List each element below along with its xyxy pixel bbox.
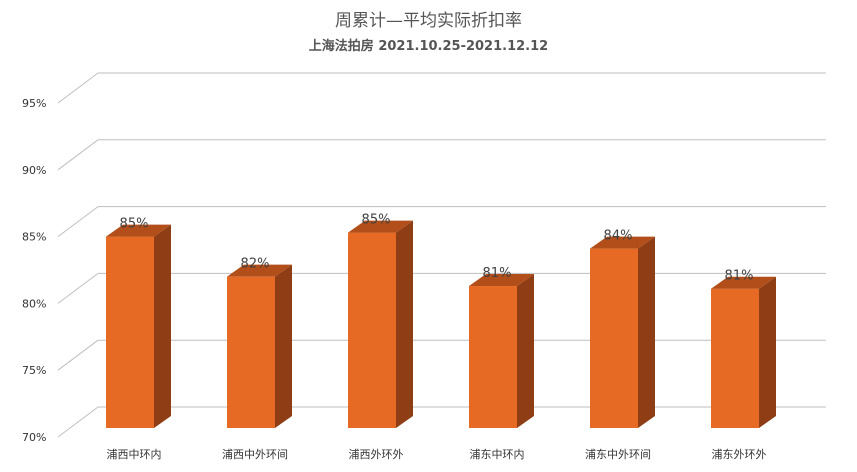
bar-side [154, 224, 171, 428]
bar-side [759, 276, 776, 428]
gridline-side [57, 206, 99, 238]
bar [590, 248, 638, 428]
bar [711, 288, 759, 428]
category-label: 浦东中环内 [470, 447, 525, 461]
data-label: 85% [362, 213, 391, 228]
gridline-side [57, 339, 99, 371]
bar [227, 276, 275, 428]
data-label: 82% [241, 257, 270, 272]
gridline-side [57, 139, 99, 171]
category-label: 浦东外环外 [712, 448, 767, 461]
chart-title: 周累计—平均实际折扣率 [335, 11, 522, 31]
data-label: 84% [604, 229, 633, 244]
category-label: 浦西中外环间 [222, 448, 288, 461]
bar-top [590, 236, 655, 249]
bar-side [275, 264, 292, 428]
bar [106, 236, 154, 428]
y-tick-label: 75% [22, 364, 46, 377]
gridline-side [57, 272, 99, 304]
y-tick-label: 70% [22, 431, 46, 444]
bar-top [227, 264, 292, 277]
category-label: 浦西中环内 [107, 447, 162, 461]
bar [469, 286, 517, 428]
data-label: 81% [725, 269, 754, 284]
gridline-side [57, 406, 99, 438]
data-label: 81% [483, 266, 512, 281]
y-tick-label: 95% [22, 97, 46, 110]
bar-top [711, 276, 776, 289]
bar-side [638, 236, 655, 428]
bar-side [517, 274, 534, 428]
bar-top [469, 274, 534, 287]
gridline-side [57, 72, 99, 104]
y-tick-label: 85% [22, 231, 46, 244]
chart-subtitle: 上海法拍房 2021.10.25-2021.12.12 [308, 39, 549, 54]
data-label: 85% [120, 217, 149, 232]
bar-top [348, 220, 413, 233]
category-label: 浦东中外环间 [585, 448, 651, 461]
category-label: 浦西外环外 [349, 448, 404, 461]
bar-top [106, 224, 171, 237]
bar [348, 232, 396, 428]
bar-side [396, 220, 413, 428]
y-tick-label: 80% [22, 297, 46, 310]
y-tick-label: 90% [22, 164, 46, 177]
